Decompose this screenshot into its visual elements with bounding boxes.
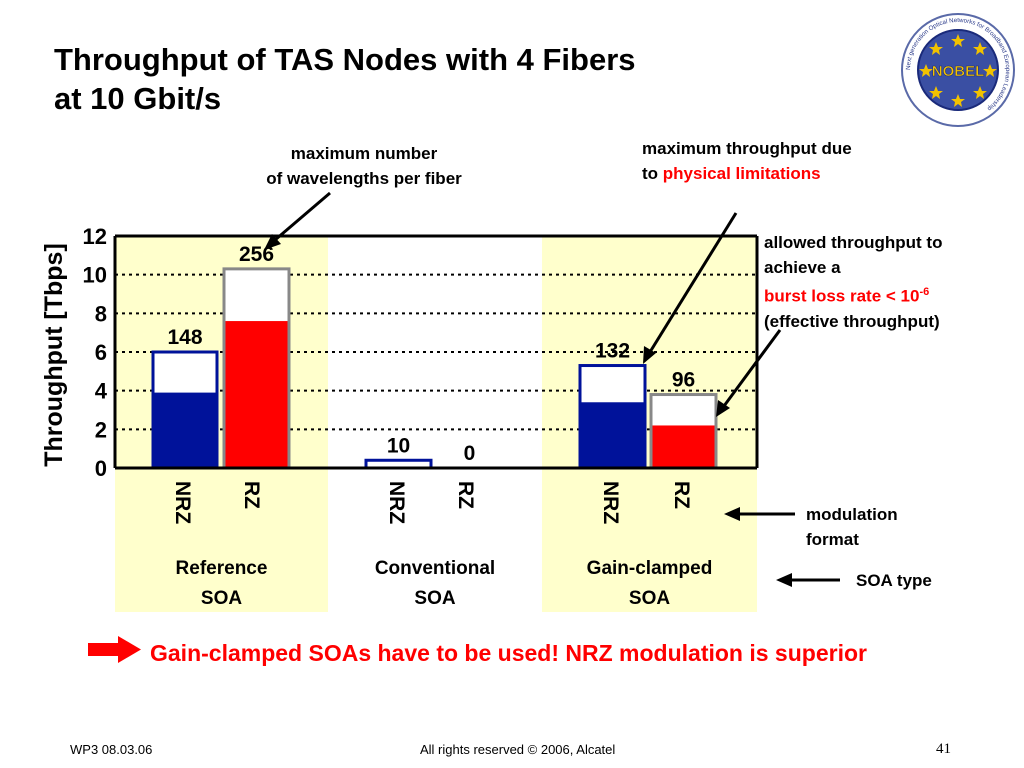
y-tick-label: 2 xyxy=(95,417,107,442)
title-line-1: Throughput of TAS Nodes with 4 Fibers xyxy=(54,42,636,77)
annotation-max-wavelengths: maximum number of wavelengths per fiber xyxy=(266,144,462,188)
group-label: Reference xyxy=(176,558,268,579)
soa-bands xyxy=(115,236,757,612)
arrow-soa-type-head xyxy=(776,573,792,587)
footer-left: WP3 08.03.06 xyxy=(70,742,153,757)
modulation-labels: NRZ RZ NRZ RZ NRZ RZ xyxy=(171,481,693,524)
y-tick-label: 4 xyxy=(95,379,108,404)
group-label: SOA xyxy=(414,588,455,609)
title-line-2: at 10 Gbit/s xyxy=(54,81,222,116)
annotation-effective-throughput: allowed throughput to achieve a burst lo… xyxy=(764,233,943,331)
bar-effective xyxy=(580,402,645,468)
bar-effective xyxy=(153,392,217,468)
annotation-modulation-format: modulation format xyxy=(806,505,898,549)
group-label: SOA xyxy=(629,588,670,609)
annotation-arrows xyxy=(264,191,840,587)
y-tick-label: 6 xyxy=(95,340,107,365)
bars xyxy=(151,267,718,470)
modulation-label: RZ xyxy=(454,481,477,509)
arrow-effective-throughput xyxy=(722,329,782,407)
y-tick-label: 0 xyxy=(95,456,107,481)
annotation-soa-type: SOA type xyxy=(856,571,932,590)
modulation-label: RZ xyxy=(670,481,693,509)
group-label: Conventional xyxy=(375,558,495,579)
arrow-max-wavelengths xyxy=(274,191,331,242)
group-labels: Reference SOA Conventional SOA Gain-clamped S… xyxy=(176,558,713,609)
bar-value-label: 148 xyxy=(167,326,202,349)
modulation-label: RZ xyxy=(240,481,263,509)
bar-effective xyxy=(651,425,716,468)
arrow-max-throughput xyxy=(648,212,738,353)
bar-value-label: 132 xyxy=(595,340,630,363)
modulation-label: NRZ xyxy=(599,481,622,524)
footer-center: All rights reserved © 2006, Alcatel xyxy=(420,742,616,757)
arrow-effective-throughput-head xyxy=(716,400,730,417)
modulation-label: NRZ xyxy=(385,481,408,524)
logo-text: NOBEL xyxy=(932,63,985,80)
bar-value-label: 0 xyxy=(464,442,476,465)
annotation-max-throughput: maximum throughput due to physical limit… xyxy=(642,139,852,183)
soa-band-0 xyxy=(115,236,328,612)
y-axis-label: Throughput [Tbps] xyxy=(40,243,68,467)
bar-value-label: 10 xyxy=(387,434,410,457)
arrow-max-throughput-head xyxy=(643,346,656,364)
group-label: SOA xyxy=(201,588,242,609)
arrow-max-wavelengths-head xyxy=(264,234,281,250)
page-number: 41 xyxy=(936,741,951,757)
bar-max-fill xyxy=(366,460,431,468)
conclusion-arrow-icon xyxy=(88,636,141,663)
y-axis: 0 2 4 6 8 10 12 xyxy=(83,224,759,481)
conclusion-text: Gain-clamped SOAs have to be used! NRZ m… xyxy=(150,640,867,666)
group-label: Gain-clamped xyxy=(587,558,713,579)
bar-value-label: 96 xyxy=(672,369,695,392)
y-tick-label: 12 xyxy=(83,224,107,249)
arrow-modulation-format-head xyxy=(724,507,740,521)
modulation-label: NRZ xyxy=(171,481,194,524)
y-tick-label: 8 xyxy=(95,301,107,326)
y-tick-label: 10 xyxy=(83,263,107,288)
bar-effective xyxy=(224,321,289,468)
slide-title: Throughput of TAS Nodes with 4 Fibers at… xyxy=(54,40,874,118)
nobel-logo: NOBEL Next generation Optical Networks f… xyxy=(901,13,1015,127)
grid-lines xyxy=(115,273,757,431)
